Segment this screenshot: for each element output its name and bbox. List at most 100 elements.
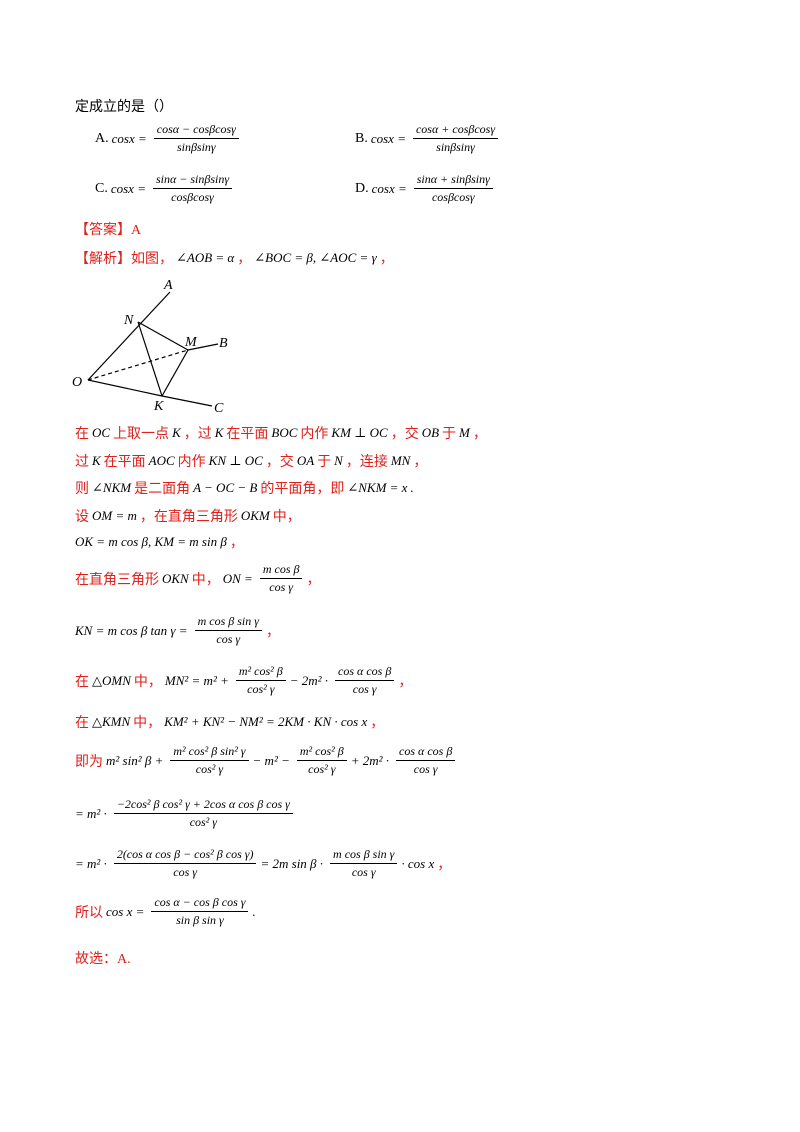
solution-line: 所以 cos x = cos α − cos β cos γ sin β sin γ. (75, 895, 259, 928)
math: ∠AOB = α (176, 250, 235, 265)
analysis-line: 【解析】如图， ∠AOB = α， ∠BOC = β, ∠AOC = γ， (75, 248, 397, 268)
edge (87, 291, 171, 381)
text: 中， (133, 716, 162, 731)
text: 中， (133, 674, 162, 690)
numerator: cos α cos β (396, 744, 456, 761)
denominator: cos γ (216, 632, 241, 646)
option-label: C. (95, 180, 108, 196)
text: ， (306, 572, 321, 588)
fraction: m cos β cos γ (259, 562, 303, 595)
question-line: 定成立的是（） (75, 96, 173, 116)
math: OC (92, 425, 111, 440)
math: KM² + KN² − NM² = 2KM · KN · cos x (164, 714, 368, 729)
math: MN² = m² + (164, 672, 229, 688)
denominator: sin β sin γ (176, 913, 224, 927)
fraction: cos α cos β cos γ (396, 744, 456, 777)
text: ，交 (390, 427, 419, 442)
numerator: −2cos² β cos² γ + 2cos α cos β cos γ (113, 797, 293, 814)
text: 即为 (75, 754, 103, 770)
math: ∠BOC = β, ∠AOC = γ (254, 250, 377, 265)
fraction: m² cos² β cos² γ (296, 744, 347, 777)
math: OA (296, 453, 315, 468)
text: ， (379, 252, 394, 267)
numerator: m² cos² β sin² γ (170, 744, 249, 761)
option: A. cosx = cosα − cosβcosγ sinβsinγ (95, 122, 243, 155)
denominator: cos γ (173, 865, 197, 879)
text: ， (370, 716, 385, 731)
denominator: cos² γ (195, 762, 224, 776)
text: ，连接 (345, 455, 388, 470)
option: B. cosx = cosα + cosβcosγ sinβsinγ (355, 122, 502, 155)
math: ∠NKM (92, 480, 132, 495)
solution-line: 在 △KMN 中， KM² + KN² − NM² = 2KM · KN · cos … (75, 712, 387, 732)
math: K (214, 425, 224, 440)
text: ，交 (265, 455, 294, 470)
option-label: D. (355, 180, 369, 196)
solution-line: = m² · −2cos² β cos² γ + 2cos α cos β cos… (75, 797, 297, 830)
text: ， (413, 455, 428, 470)
math: OB (421, 425, 440, 440)
math: . (410, 480, 414, 495)
math: M (459, 425, 470, 440)
fraction: sinα + sinβsinγ cosβcosγ (413, 172, 493, 205)
math: KM ⊥ OC (331, 425, 388, 440)
math: cosx = (110, 180, 146, 196)
text: ， (437, 857, 452, 873)
math: · cos x (401, 855, 435, 871)
text: 在平面 (103, 455, 146, 470)
math: cosx = (111, 130, 147, 146)
text: ，过 (183, 427, 212, 442)
text: ， (265, 624, 280, 640)
math: − 2m² · (289, 672, 329, 688)
text: 在 (75, 674, 89, 690)
denominator: sinβsinγ (176, 140, 216, 154)
point-label: K (153, 399, 164, 414)
denominator: cos γ (413, 762, 438, 776)
text: 在直角三角形 (75, 572, 159, 588)
option: D. cosx = sinα + sinβsinγ cosβcosγ (355, 172, 497, 205)
numerator: m² cos² β (296, 744, 347, 761)
point-label: C (214, 401, 224, 416)
math: OK = m cos β, KM = m sin β (75, 534, 227, 549)
option: C. cosx = sinα − sinβsinγ cosβcosγ (95, 172, 236, 205)
math: = m² · (75, 855, 107, 871)
edge (87, 349, 189, 381)
numerator: m² cos² β (235, 664, 286, 681)
fraction: sinα − sinβsinγ cosβcosγ (152, 172, 233, 205)
math: = 2m sin β · (260, 855, 324, 871)
text: ，在直角三角形 (139, 510, 238, 525)
point-label: B (219, 336, 228, 351)
edge (87, 379, 163, 397)
fraction: 2(cos α cos β − cos² β cos γ) cos γ (113, 847, 257, 880)
math: A − OC − B (193, 480, 258, 495)
edge (187, 343, 219, 351)
solution-line: 设 OM = m ，在直角三角形 OKM 中， (75, 506, 304, 526)
text: 设 (75, 510, 89, 525)
math: . (252, 903, 256, 919)
text: 于 (317, 455, 332, 470)
denominator: sinβsinγ (436, 140, 475, 154)
text: 【解析】如图， (75, 252, 173, 267)
denominator: cos² γ (308, 762, 336, 776)
fraction: cosα + cosβcosγ sinβsinγ (412, 122, 499, 155)
math: K (92, 453, 101, 468)
numerator: cos α − cos β cos γ (151, 895, 249, 912)
text: 内作 (177, 455, 206, 470)
text: 则 (75, 482, 89, 497)
text: ， (472, 427, 487, 442)
fraction: −2cos² β cos² γ + 2cos α cos β cos γ cos²… (113, 797, 293, 830)
math: = m² · (75, 805, 107, 821)
numerator: sinα − sinβsinγ (152, 172, 233, 189)
edge (137, 321, 189, 351)
text: ， (229, 536, 244, 551)
text: 内作 (300, 427, 329, 442)
math: cosx = (371, 180, 407, 196)
math: △OMN (92, 672, 131, 688)
fraction: m cos β sin γ cos γ (194, 614, 262, 647)
denominator: cos² γ (189, 815, 218, 829)
numerator: m cos β (259, 562, 303, 579)
text: 过 (75, 455, 89, 470)
denominator: cos γ (269, 580, 294, 594)
math: cos x = (106, 903, 145, 919)
math: △KMN (92, 714, 131, 729)
